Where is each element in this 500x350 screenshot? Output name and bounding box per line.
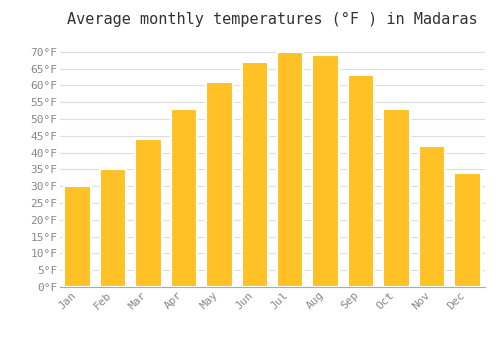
Bar [348,75,374,287]
Bar [206,82,233,287]
Bar [277,52,303,287]
Bar [64,186,91,287]
Bar [418,146,445,287]
Bar [100,169,126,287]
Bar [454,173,480,287]
Bar [312,55,339,287]
Bar [242,62,268,287]
Bar [136,139,162,287]
Title: Average monthly temperatures (°F ) in Madaras: Average monthly temperatures (°F ) in Ma… [67,12,478,27]
Bar [383,109,409,287]
Bar [170,109,197,287]
